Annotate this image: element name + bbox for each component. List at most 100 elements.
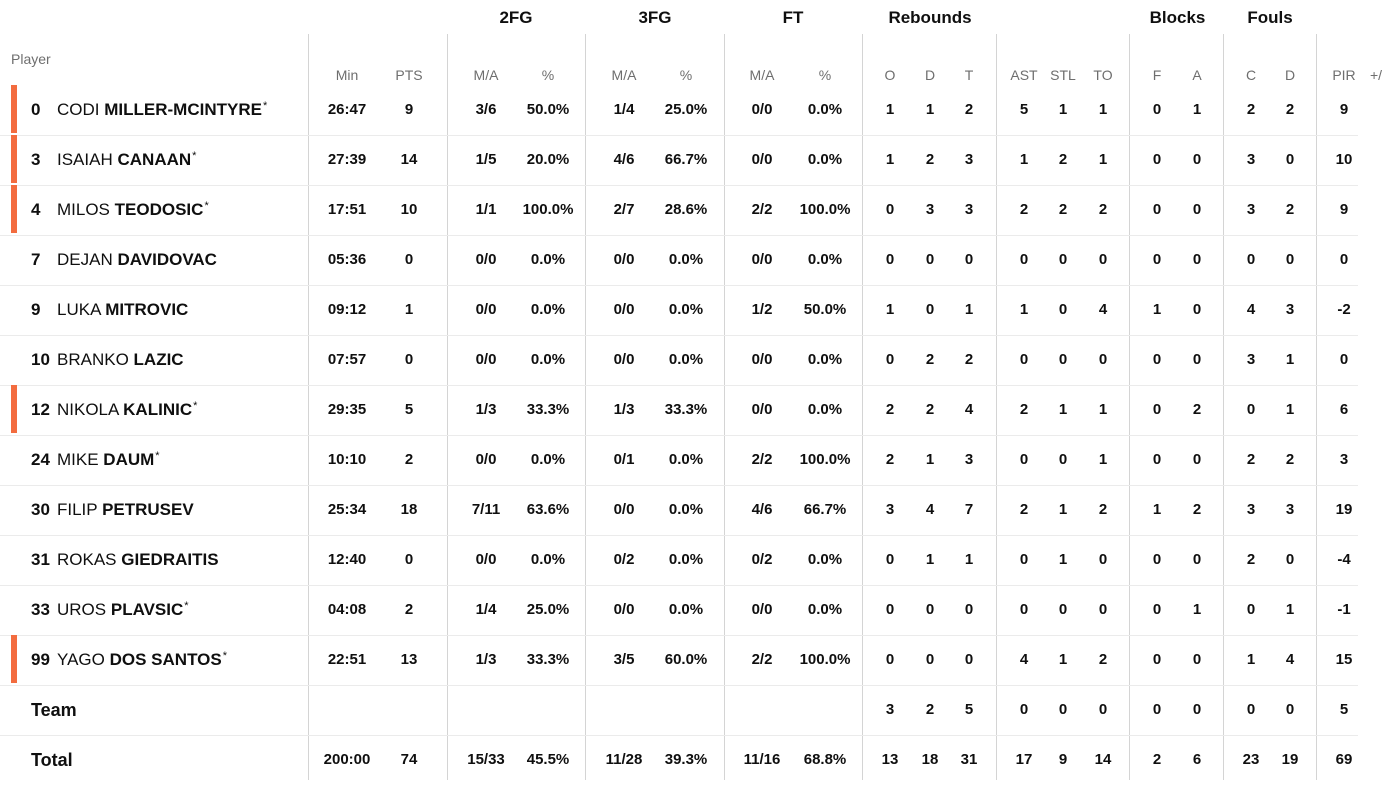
header-plus-minus: +/ [1370, 67, 1383, 83]
fouls-committed-cell: 2 [1246, 101, 1256, 118]
2fg-made-attempted-cell: 3/6 [475, 101, 497, 118]
steals-cell: 0 [1058, 251, 1068, 268]
minutes-cell: 200:00 [323, 751, 371, 768]
header-blk-f: F [1152, 67, 1162, 83]
3fg-percent-cell: 28.6% [664, 201, 708, 218]
blocks-favor-cell: 0 [1152, 601, 1162, 618]
player-name[interactable]: 12 NIKOLA KALINIC* [31, 385, 197, 435]
points-cell: 0 [404, 251, 414, 268]
pir-cell: 10 [1335, 151, 1353, 168]
table-row: 12 NIKOLA KALINIC* 29:35 5 1/3 33.3% 1/3 33.3% 0… [0, 385, 1387, 436]
player-name[interactable]: 4 MILOS TEODOSIC* [31, 185, 209, 235]
player-name[interactable]: 30 FILIP PETRUSEV [31, 485, 194, 535]
ft-made-attempted-cell: 0/0 [751, 151, 773, 168]
column-divider [1223, 34, 1224, 780]
player-name[interactable]: 3 ISAIAH CANAAN* [31, 135, 196, 185]
2fg-percent-cell: 33.3% [526, 651, 570, 668]
assists-cell: 0 [1019, 351, 1029, 368]
fouls-drawn-cell: 0 [1285, 701, 1295, 718]
player-first-name: MIKE [57, 450, 99, 469]
column-divider [585, 34, 586, 780]
player-name[interactable]: 9 LUKA MITROVIC [31, 285, 188, 335]
player-number: 4 [31, 200, 41, 219]
player-name[interactable]: 10 BRANKO LAZIC [31, 335, 184, 385]
blocks-against-cell: 2 [1192, 501, 1202, 518]
blocks-against-cell: 0 [1192, 651, 1202, 668]
total-rebounds-cell: 3 [964, 451, 974, 468]
column-divider [308, 34, 309, 780]
3fg-made-attempted-cell: 0/1 [613, 451, 635, 468]
player-number: 0 [31, 100, 41, 119]
player-name[interactable]: 0 CODI MILLER-MCINTYRE* [31, 85, 267, 135]
row-divider [0, 335, 1358, 336]
header-2fg: 2FG [499, 8, 533, 27]
player-number: 9 [31, 300, 41, 319]
fouls-committed-cell: 0 [1246, 401, 1256, 418]
player-name[interactable]: 33 UROS PLAVSIC* [31, 585, 189, 635]
defensive-rebounds-cell: 2 [925, 401, 935, 418]
pir-cell: 15 [1335, 651, 1353, 668]
assists-cell: 2 [1019, 401, 1029, 418]
offensive-rebounds-cell: 2 [885, 451, 895, 468]
header-player: Player [11, 51, 51, 67]
fouls-committed-cell: 3 [1246, 151, 1256, 168]
points-cell: 5 [404, 401, 414, 418]
ft-percent-cell: 0.0% [807, 401, 843, 418]
blocks-favor-cell: 0 [1152, 251, 1162, 268]
table-row: 99 YAGO DOS SANTOS* 22:51 13 1/3 33.3% 3/5 60.0… [0, 635, 1387, 686]
total-rebounds-cell: 2 [964, 101, 974, 118]
steals-cell: 0 [1058, 301, 1068, 318]
3fg-percent-cell: 60.0% [664, 651, 708, 668]
player-name[interactable]: 99 YAGO DOS SANTOS* [31, 635, 227, 685]
header-pir: PIR [1332, 67, 1356, 83]
assists-cell: 0 [1019, 551, 1029, 568]
player-name[interactable]: 31 ROKAS GIEDRAITIS [31, 535, 219, 585]
ft-percent-cell: 100.0% [799, 651, 851, 668]
3fg-percent-cell: 66.7% [664, 151, 708, 168]
points-cell: 2 [404, 601, 414, 618]
total-rebounds-cell: 4 [964, 401, 974, 418]
player-name[interactable]: 24 MIKE DAUM* [31, 435, 160, 485]
defensive-rebounds-cell: 18 [921, 751, 939, 768]
blocks-against-cell: 0 [1192, 701, 1202, 718]
3fg-made-attempted-cell: 0/0 [613, 351, 635, 368]
2fg-made-attempted-cell: 1/5 [475, 151, 497, 168]
2fg-made-attempted-cell: 0/0 [475, 351, 497, 368]
minutes-cell: 27:39 [327, 151, 367, 168]
fouls-drawn-cell: 0 [1285, 551, 1295, 568]
player-last-name: CANAAN [117, 150, 192, 169]
header-3fg-pct: % [679, 67, 693, 83]
ft-percent-cell: 100.0% [799, 201, 851, 218]
player-last-name: MILLER-MCINTYRE [104, 100, 262, 119]
steals-cell: 1 [1058, 551, 1068, 568]
2fg-percent-cell: 0.0% [530, 551, 566, 568]
blocks-against-cell: 0 [1192, 201, 1202, 218]
ft-made-attempted-cell: 2/2 [751, 201, 773, 218]
2fg-made-attempted-cell: 1/3 [475, 401, 497, 418]
player-first-name: YAGO [57, 650, 105, 669]
defensive-rebounds-cell: 1 [925, 451, 935, 468]
player-name[interactable]: 7 DEJAN DAVIDOVAC [31, 235, 217, 285]
turnovers-cell: 2 [1098, 201, 1108, 218]
table-row: 9 LUKA MITROVIC 09:12 1 0/0 0.0% 0/0 0.0% 1/2 50.… [0, 285, 1387, 336]
table-row: 0 CODI MILLER-MCINTYRE* 26:47 9 3/6 50.0% 1/4 2… [0, 85, 1387, 136]
header-stl: STL [1050, 67, 1076, 83]
defensive-rebounds-cell: 0 [925, 651, 935, 668]
ft-percent-cell: 68.8% [803, 751, 847, 768]
starter-asterisk: * [193, 400, 198, 412]
blocks-against-cell: 2 [1192, 401, 1202, 418]
defensive-rebounds-cell: 2 [925, 701, 935, 718]
pir-cell: -1 [1337, 601, 1351, 618]
header-reb-t: T [964, 67, 974, 83]
ft-percent-cell: 0.0% [807, 601, 843, 618]
team-row: Team 3 2 5 0 0 0 0 0 0 0 5 [0, 685, 1387, 736]
ft-made-attempted-cell: 2/2 [751, 651, 773, 668]
turnovers-cell: 2 [1098, 501, 1108, 518]
2fg-made-attempted-cell: 0/0 [475, 251, 497, 268]
row-divider [0, 585, 1358, 586]
header-reb-o: O [884, 67, 896, 83]
2fg-made-attempted-cell: 1/4 [475, 601, 497, 618]
3fg-made-attempted-cell: 0/0 [613, 501, 635, 518]
steals-cell: 0 [1058, 601, 1068, 618]
header-3fg: 3FG [638, 8, 672, 27]
